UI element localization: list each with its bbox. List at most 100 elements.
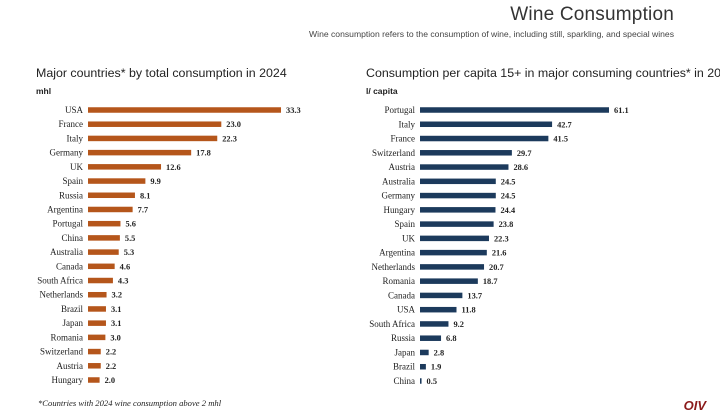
left-bar	[88, 121, 222, 127]
left-value-label: 2.0	[105, 376, 115, 385]
right-category-label: South Africa	[369, 319, 415, 329]
right-bar	[420, 178, 496, 185]
right-value-label: 23.8	[499, 220, 514, 229]
right-bar	[420, 221, 494, 227]
right-bar	[420, 306, 457, 313]
right-bar	[420, 264, 485, 270]
left-value-label: 3.0	[110, 333, 120, 342]
right-bar	[420, 249, 487, 256]
left-category-label: Netherlands	[40, 290, 84, 300]
left-bar	[88, 334, 106, 341]
left-category-label: Spain	[62, 176, 83, 186]
left-bar	[88, 135, 218, 142]
right-category-label: Brazil	[393, 362, 415, 372]
page-subtitle: Wine consumption refers to the consumpti…	[309, 29, 674, 39]
right-value-label: 24.4	[500, 206, 515, 215]
left-category-label: Canada	[56, 261, 83, 271]
right-value-label: 42.7	[557, 120, 572, 129]
left-category-label: Portugal	[53, 219, 84, 229]
right-value-label: 6.8	[446, 334, 456, 343]
right-value-label: 11.8	[462, 306, 476, 315]
left-value-label: 5.5	[125, 234, 135, 243]
left-value-label: 4.6	[120, 262, 130, 271]
left-value-label: 7.7	[138, 205, 148, 214]
right-category-label: Germany	[382, 191, 416, 201]
left-bar	[88, 348, 101, 355]
left-bar	[88, 363, 101, 369]
left-value-label: 12.6	[166, 163, 181, 172]
right-bar	[420, 207, 496, 213]
left-value-label: 2.2	[106, 362, 116, 371]
right-category-label: China	[394, 376, 416, 386]
left-category-label: UK	[70, 162, 83, 172]
left-value-label: 3.1	[111, 305, 121, 314]
left-bar	[88, 235, 120, 241]
left-bar	[88, 291, 107, 298]
right-bar	[420, 164, 509, 170]
left-category-label: China	[62, 233, 84, 243]
left-bar	[88, 220, 121, 227]
left-category-label: Brazil	[61, 304, 83, 314]
left-chart-title: Major countries* by total consumption in…	[36, 66, 287, 80]
right-value-label: 22.3	[494, 234, 509, 243]
left-category-label: USA	[65, 105, 84, 115]
left-value-label: 22.3	[222, 134, 237, 143]
left-chart-unit: mhl	[36, 86, 52, 96]
footnote: *Countries with 2024 wine consumption ab…	[38, 398, 222, 408]
right-category-label: Switzerland	[372, 148, 415, 158]
left-value-label: 4.3	[118, 277, 128, 286]
oiv-logo: OIV	[683, 398, 706, 413]
right-bar	[420, 378, 422, 384]
page-title: Wine Consumption	[510, 4, 674, 25]
right-bar	[420, 349, 429, 356]
left-category-label: Romania	[51, 332, 84, 342]
right-category-label: Italy	[399, 119, 416, 129]
right-category-label: Canada	[388, 290, 415, 300]
left-category-label: Switzerland	[40, 347, 83, 357]
right-bar	[420, 107, 609, 113]
right-category-label: Argentina	[379, 248, 415, 258]
left-bar	[88, 277, 113, 284]
right-value-label: 20.7	[489, 263, 504, 272]
left-bar	[88, 320, 106, 326]
left-value-label: 5.6	[125, 220, 135, 229]
right-value-label: 0.5	[427, 377, 437, 386]
left-bar	[88, 206, 133, 213]
left-bar	[88, 263, 115, 270]
right-category-label: Spain	[394, 219, 415, 229]
right-bar	[420, 278, 478, 284]
left-bar	[88, 249, 119, 255]
right-value-label: 2.8	[434, 348, 444, 357]
left-category-label: Argentina	[47, 204, 83, 214]
right-bar	[420, 335, 442, 341]
right-value-label: 28.6	[513, 163, 528, 172]
left-category-label: Hungary	[52, 375, 84, 385]
left-category-label: South Africa	[37, 276, 83, 286]
right-bar	[420, 292, 463, 299]
right-value-label: 24.5	[501, 177, 516, 186]
right-chart-title: Consumption per capita 15+ in major cons…	[366, 66, 720, 80]
right-value-label: 29.7	[517, 149, 532, 158]
right-category-label: Hungary	[384, 205, 416, 215]
right-value-label: 21.6	[492, 249, 507, 258]
left-value-label: 17.8	[196, 149, 211, 158]
right-bar	[420, 121, 553, 128]
right-bar	[420, 150, 512, 156]
left-category-label: Russia	[59, 190, 83, 200]
right-category-label: Netherlands	[372, 262, 416, 272]
left-category-label: Italy	[67, 133, 84, 143]
right-value-label: 61.1	[614, 106, 629, 115]
right-value-label: 41.5	[553, 135, 568, 144]
left-bar	[88, 377, 100, 383]
left-category-label: Japan	[63, 318, 84, 328]
left-bar	[88, 306, 106, 312]
left-bar	[88, 107, 281, 113]
right-bar	[420, 321, 449, 327]
left-bar	[88, 178, 146, 184]
left-category-label: Australia	[50, 247, 83, 257]
right-category-label: Japan	[395, 347, 416, 357]
right-value-label: 9.2	[453, 320, 463, 329]
right-value-label: 24.5	[501, 192, 516, 201]
